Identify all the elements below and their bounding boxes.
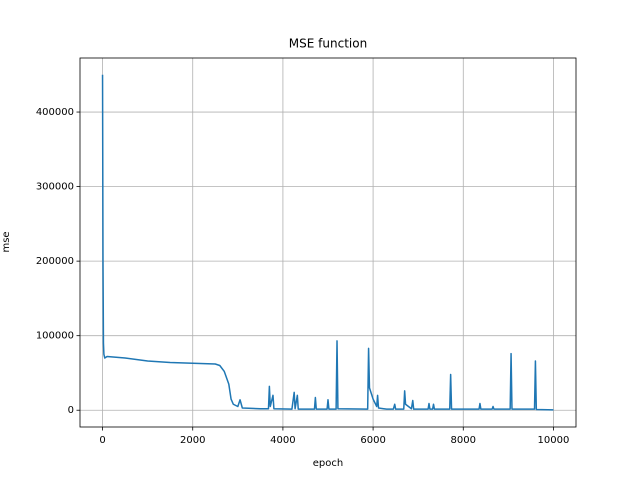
x-tick-label: 6000	[360, 435, 385, 446]
x-tick-label: 0	[99, 435, 105, 446]
y-tick-label: 0	[68, 405, 74, 416]
x-tick-label: 2000	[180, 435, 205, 446]
axes-frame	[79, 57, 577, 428]
chart-title: MSE function	[289, 37, 367, 51]
x-tick-label: 10000	[538, 435, 570, 446]
x-tick-label: 8000	[451, 435, 476, 446]
x-axis-label: epoch	[313, 458, 343, 469]
data-line	[101, 74, 554, 411]
y-tick-label: 200000	[36, 256, 74, 267]
x-tick-label: 4000	[270, 435, 295, 446]
y-tick-label: 300000	[36, 182, 74, 193]
y-tick-label: 100000	[36, 331, 74, 342]
y-tick-label: 400000	[36, 107, 74, 118]
y-axis-label: mse	[1, 231, 12, 252]
